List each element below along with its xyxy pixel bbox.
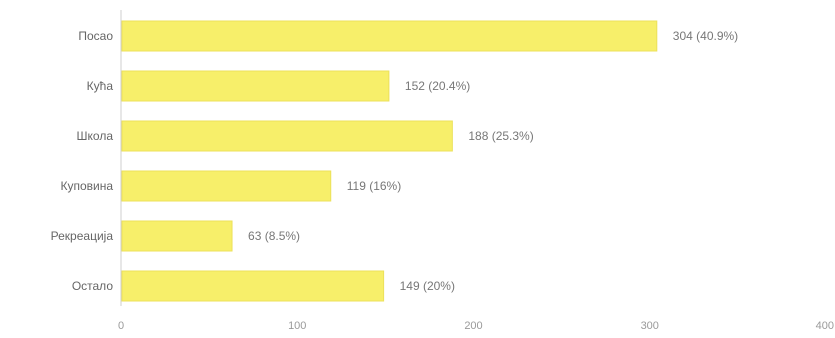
data-label: 63 (8.5%)	[248, 229, 300, 243]
bar-5	[121, 220, 233, 252]
x-tick-label: 200	[464, 320, 482, 332]
data-label: 149 (20%)	[400, 279, 455, 293]
bar-3	[121, 120, 453, 152]
bar-6	[121, 270, 385, 302]
bars-group	[121, 20, 658, 302]
data-label: 188 (25.3%)	[468, 129, 533, 143]
data-label: 119 (16%)	[347, 179, 401, 193]
x-tick-label: 300	[641, 320, 659, 332]
bar-1	[121, 20, 658, 52]
value-labels: 304 (40.9%) 152 (20.4%) 188 (25.3%) 119 (16…	[248, 29, 738, 293]
x-axis-ticks: 0 100 200 300 400	[118, 320, 834, 332]
category-label: Рекреација	[51, 229, 114, 243]
category-labels: Посао Кућа Школа Куповина Рекреација Остало	[51, 29, 114, 293]
category-label: Посао	[78, 29, 113, 43]
bar-2	[121, 70, 390, 102]
category-label: Школа	[77, 129, 114, 143]
bar-4	[121, 170, 332, 202]
category-label: Кућа	[87, 79, 114, 93]
x-tick-label: 400	[816, 320, 834, 332]
x-tick-label: 100	[288, 320, 306, 332]
data-label: 152 (20.4%)	[405, 79, 470, 93]
category-label: Остало	[72, 279, 114, 293]
category-label: Куповина	[60, 179, 113, 193]
x-tick-label: 0	[118, 320, 124, 332]
data-label: 304 (40.9%)	[673, 29, 738, 43]
